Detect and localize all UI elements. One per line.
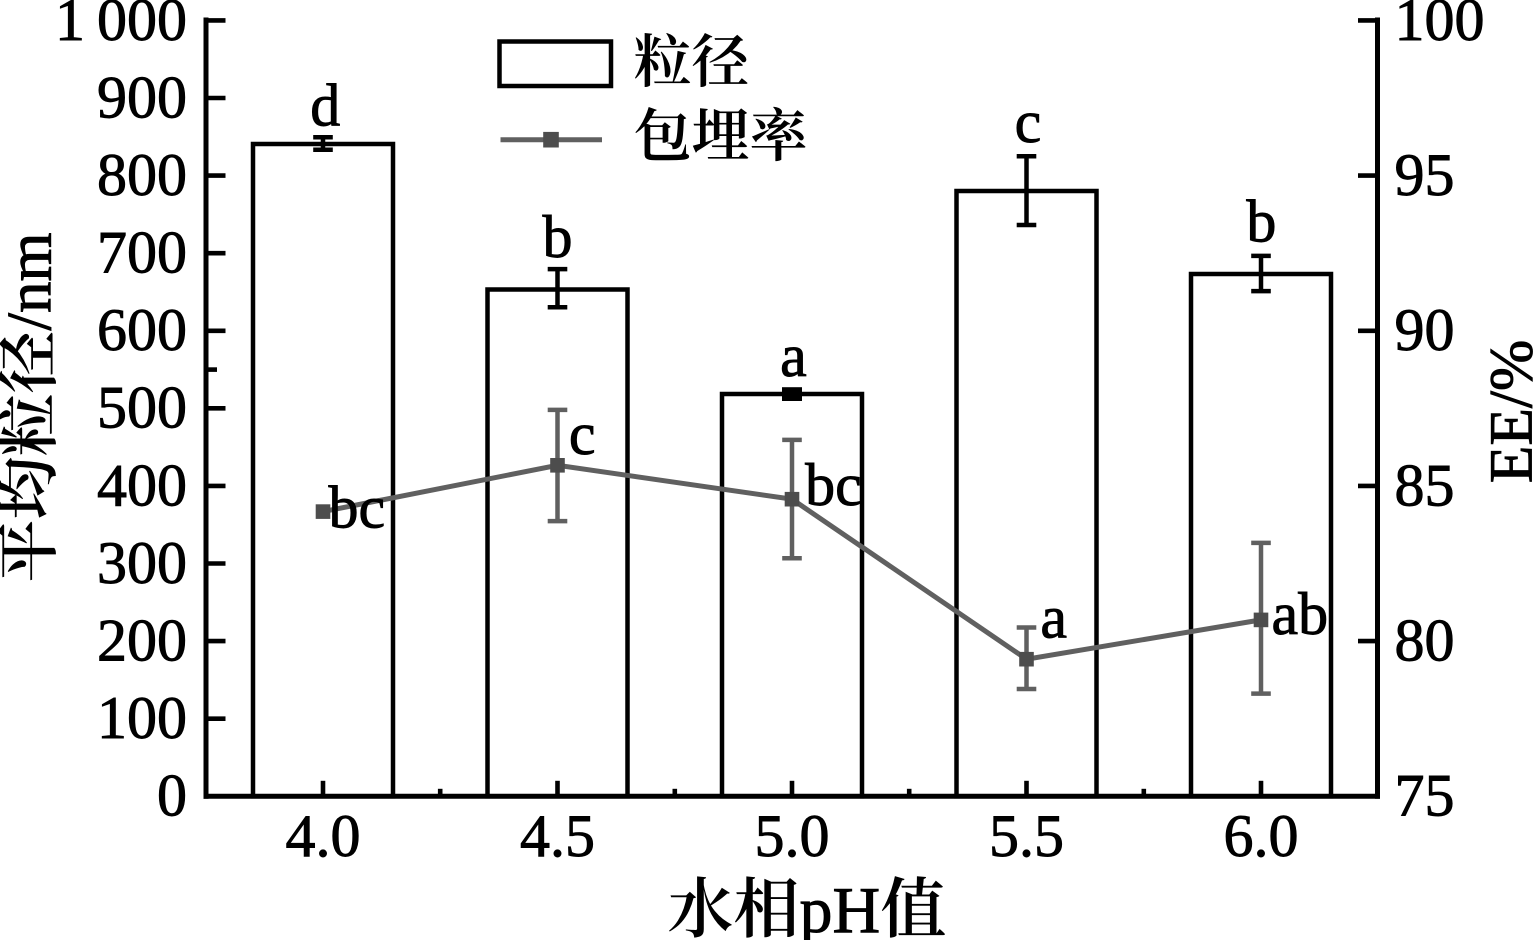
svg-text:400: 400 xyxy=(97,452,187,518)
svg-text:c: c xyxy=(569,401,596,467)
svg-text:80: 80 xyxy=(1395,608,1455,674)
svg-text:600: 600 xyxy=(97,297,187,363)
svg-text:4.0: 4.0 xyxy=(286,803,361,869)
svg-text:5.5: 5.5 xyxy=(989,803,1064,869)
svg-text:1 000: 1 000 xyxy=(55,0,187,53)
svg-text:4.5: 4.5 xyxy=(520,803,595,869)
svg-text:c: c xyxy=(1015,89,1042,155)
svg-text:200: 200 xyxy=(97,608,187,674)
svg-text:bc: bc xyxy=(805,452,862,518)
svg-text:b: b xyxy=(543,204,573,270)
svg-text:100: 100 xyxy=(1395,0,1485,53)
svg-text:100: 100 xyxy=(97,685,187,751)
svg-text:6.0: 6.0 xyxy=(1224,803,1299,869)
svg-text:pH: pH xyxy=(800,874,881,940)
svg-text:5.0: 5.0 xyxy=(755,803,830,869)
svg-text:900: 900 xyxy=(97,64,187,130)
svg-text:ab: ab xyxy=(1271,581,1328,647)
svg-text:800: 800 xyxy=(97,142,187,208)
svg-text:bc: bc xyxy=(328,474,385,540)
svg-text:300: 300 xyxy=(97,530,187,596)
svg-text:/nm: /nm xyxy=(0,232,65,330)
svg-text:500: 500 xyxy=(97,375,187,441)
svg-text:90: 90 xyxy=(1395,297,1455,363)
svg-text:0: 0 xyxy=(157,763,187,829)
svg-text:a: a xyxy=(1040,585,1067,651)
svg-text:75: 75 xyxy=(1395,763,1455,829)
svg-text:700: 700 xyxy=(97,220,187,286)
svg-text:EE/%: EE/% xyxy=(1478,340,1534,483)
svg-text:95: 95 xyxy=(1395,142,1455,208)
svg-text:85: 85 xyxy=(1395,452,1455,518)
svg-text:d: d xyxy=(310,73,340,139)
svg-text:b: b xyxy=(1246,189,1276,255)
svg-text:a: a xyxy=(780,323,807,389)
